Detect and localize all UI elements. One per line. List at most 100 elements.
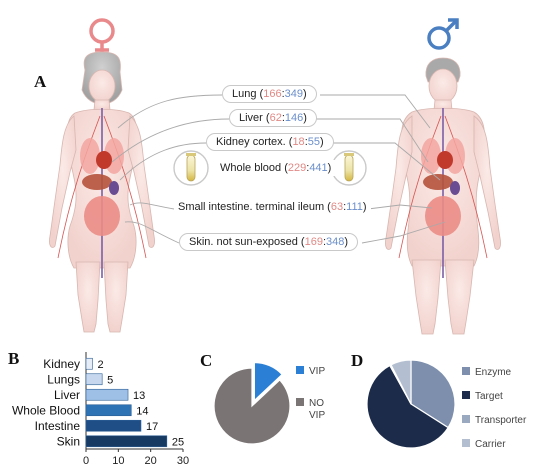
bar [85, 435, 168, 448]
male-count: 349 [284, 88, 303, 100]
callout-line [129, 202, 175, 210]
tissue-name: Lung [232, 88, 257, 100]
value-label: 17 [146, 421, 158, 433]
male-body-illustration [385, 57, 501, 335]
male-count: 146 [284, 112, 304, 124]
liver [423, 174, 453, 190]
intestine [425, 196, 461, 236]
x-tick-label: 20 [145, 455, 157, 467]
callout-line [119, 142, 207, 181]
target-type-pie-chart: Enzyme Target Transporter Carrier [366, 359, 527, 450]
male-count: 348 [326, 236, 345, 248]
callout-line [316, 118, 429, 163]
pie-slice [253, 361, 283, 402]
tissue-label-kidney-cortex: Kidney cortex. (18:55) [206, 133, 334, 151]
x-tick-label: 30 [177, 455, 189, 467]
intestine [84, 196, 120, 236]
tissue-name: Small intestine. terminal ileum [178, 201, 325, 213]
vip-pie-chart: VIP NO VIP [213, 361, 325, 445]
tissue-name: Liver [239, 112, 263, 124]
category-label: Kidney [43, 357, 80, 371]
kidney [109, 181, 119, 195]
bar [85, 373, 103, 386]
value-label: 14 [136, 405, 148, 417]
legend-label: VIP [309, 366, 325, 377]
legend-swatch [462, 439, 470, 447]
male-count: 441 [309, 162, 328, 174]
tissue-label-lung: Lung (166:349) [222, 85, 317, 103]
value-label: 25 [172, 436, 184, 448]
callout-line [361, 221, 446, 244]
category-label: Liver [54, 388, 80, 402]
callout-line [117, 94, 223, 129]
legend-label: NO VIP [309, 398, 325, 421]
test-tube-right-icon [331, 150, 367, 186]
artery [57, 115, 101, 259]
bar [85, 419, 142, 432]
male-sign-icon [427, 18, 459, 50]
tissue-name: Skin. not sun-exposed [189, 236, 298, 248]
kidney [450, 181, 460, 195]
value-label: 2 [97, 359, 103, 371]
category-label: Intestine [35, 419, 81, 433]
female-count: 63 [330, 201, 344, 213]
callout-line [367, 204, 433, 210]
artery [444, 115, 488, 259]
bar [85, 404, 132, 417]
tissue-label-liver: Liver (62:146) [229, 109, 317, 127]
callout-line [124, 221, 180, 244]
bar [85, 388, 129, 401]
bar-chart-bars: Kidney 2 Lungs 5 Liver 13 Whole Blood 14 Intesti… [12, 357, 184, 449]
legend-label: Target [475, 391, 503, 402]
callout-lines [111, 94, 446, 244]
tissue-label-whole-blood: Whole blood (229:441) [216, 160, 336, 176]
female-sign-icon [89, 18, 115, 56]
female-count: 169 [304, 236, 323, 248]
category-label: Lungs [47, 372, 80, 386]
female-count: 18 [292, 136, 305, 148]
artery [103, 115, 147, 259]
liver [82, 174, 112, 190]
heart [437, 151, 453, 169]
callout-line [325, 142, 441, 181]
female-count: 229 [287, 162, 307, 174]
female-body-illustration [49, 51, 155, 333]
pie-slice [390, 359, 412, 405]
value-label: 5 [107, 374, 113, 386]
tissue-name: Kidney cortex. [216, 136, 286, 148]
callout-line [111, 118, 230, 163]
x-tick-label: 0 [83, 455, 89, 467]
panel-label-a: A [34, 72, 47, 91]
female-count: 62 [269, 112, 282, 124]
legend-label: Enzyme [475, 367, 512, 378]
pie-slice [213, 367, 291, 445]
legend-swatch [462, 367, 470, 375]
legend-label: Transporter [475, 415, 527, 426]
legend-swatch [296, 366, 304, 374]
panel-label-c: C [200, 351, 213, 370]
tissue-label-small-intestine: Small intestine. terminal ileum (63:111) [174, 199, 371, 215]
tissue-name: Whole blood [220, 162, 282, 174]
value-label: 13 [133, 390, 145, 402]
x-tick-label: 10 [112, 455, 124, 467]
legend-swatch [462, 415, 470, 423]
panel-label-b: B [8, 349, 20, 368]
lung-left [80, 138, 100, 174]
bar [85, 357, 93, 370]
callout-line [320, 94, 431, 129]
male-count: 55 [307, 136, 320, 148]
category-label: Skin [57, 434, 80, 448]
category-label: Whole Blood [12, 403, 80, 417]
legend-swatch [296, 398, 304, 406]
female-count: 166 [263, 88, 282, 100]
heart [96, 151, 112, 169]
legend-label: Carrier [475, 439, 506, 450]
tissue-label-skin: Skin. not sun-exposed (169:348) [179, 233, 359, 251]
pie-slice [366, 364, 449, 449]
legend-swatch [462, 391, 470, 399]
lung-left [421, 138, 441, 174]
test-tube-left-icon [173, 150, 209, 186]
panel-label-d: D [351, 351, 364, 370]
